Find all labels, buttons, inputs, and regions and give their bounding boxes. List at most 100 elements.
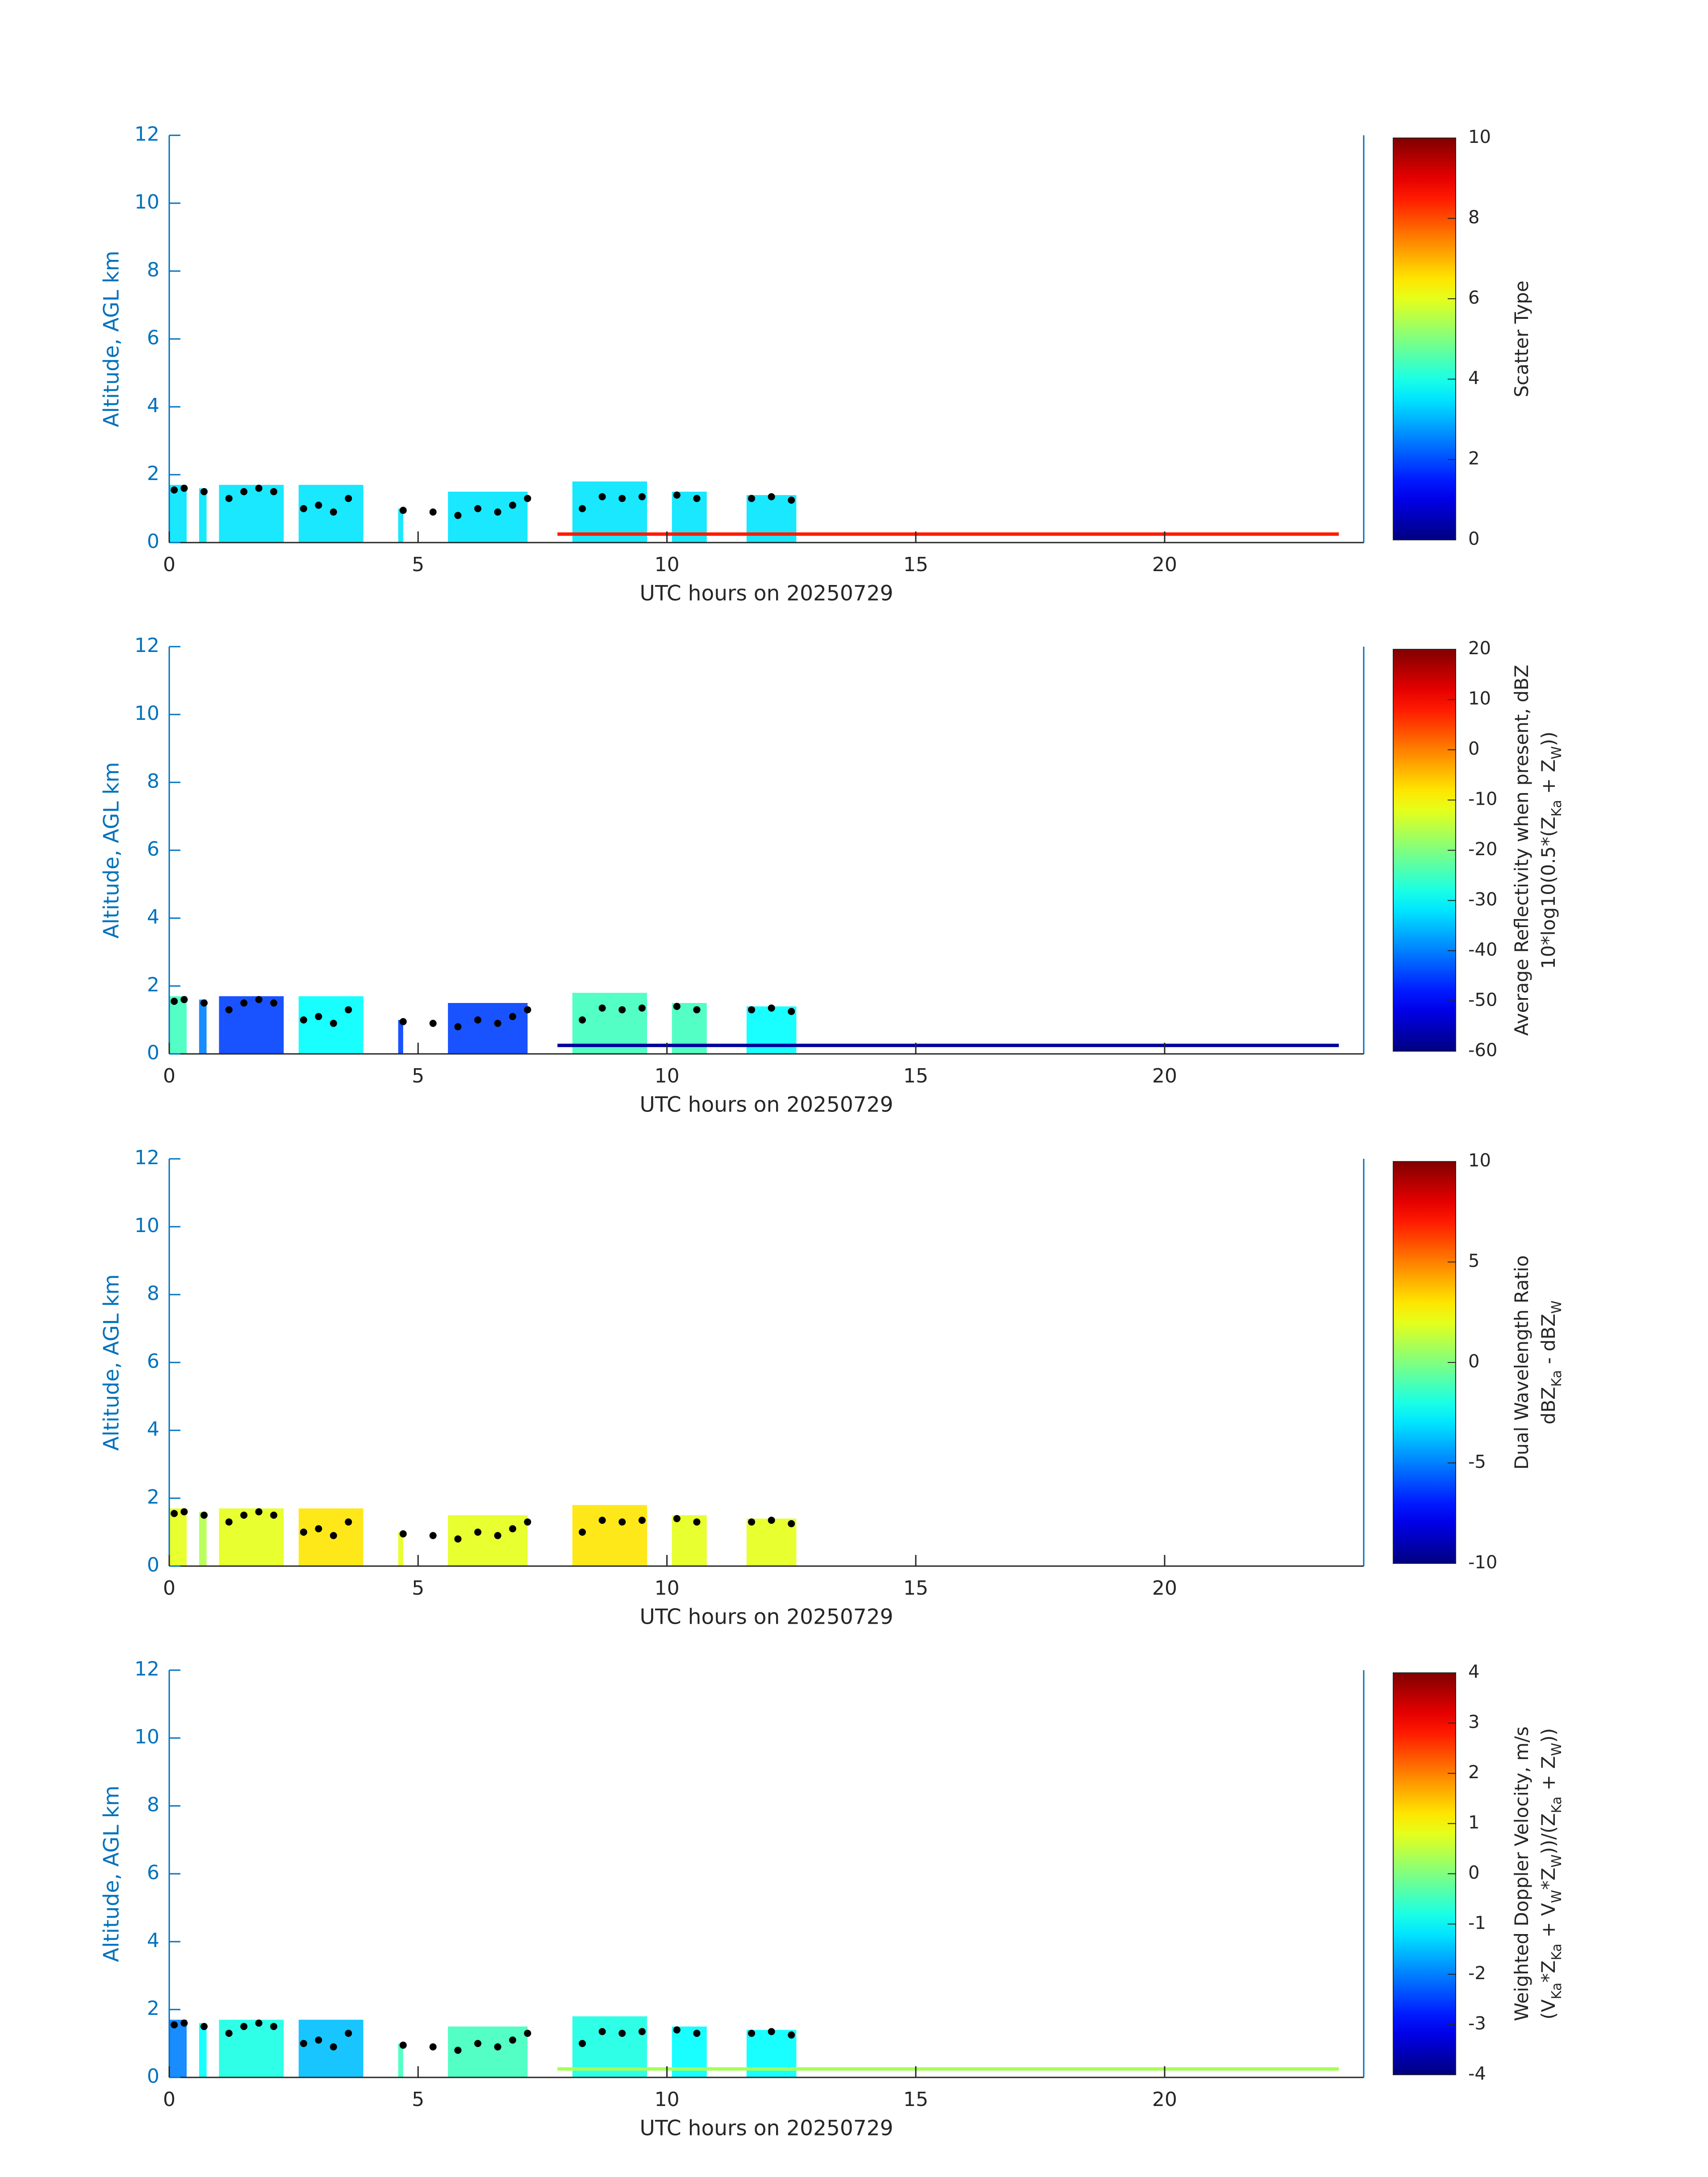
echo-column bbox=[199, 488, 207, 543]
colorbar bbox=[1393, 1672, 1456, 2075]
x-tick-label: 20 bbox=[1152, 2088, 1177, 2111]
cloud-top-point bbox=[618, 1006, 626, 1014]
label-segment: dBZ bbox=[1537, 1387, 1559, 1425]
echo-column bbox=[169, 485, 187, 543]
cloud-top-point bbox=[171, 486, 178, 494]
y-tick-label: 8 bbox=[147, 259, 159, 281]
cloud-top-point bbox=[509, 2036, 517, 2044]
x-axis-label: UTC hours on 20250729 bbox=[640, 2116, 894, 2141]
cloud-top-point bbox=[454, 512, 462, 519]
x-tick-label: 10 bbox=[655, 1065, 680, 1087]
y-tick-label: 8 bbox=[147, 1282, 159, 1305]
y-tick-label: 2 bbox=[147, 1486, 159, 1508]
label-segment: *Z bbox=[1537, 1868, 1559, 1890]
cloud-top-point bbox=[240, 1512, 248, 1519]
label-segment: Average Reflectivity when present, dBZ bbox=[1511, 664, 1533, 1036]
cloud-top-point bbox=[618, 1518, 626, 1526]
x-tick-label: 10 bbox=[655, 553, 680, 576]
x-tick-label: 0 bbox=[163, 553, 175, 576]
colorbar-tick-label: 4 bbox=[1468, 368, 1479, 389]
cloud-top-point bbox=[315, 2036, 322, 2044]
colorbar-tick-label: 10 bbox=[1468, 1150, 1491, 1171]
y-tick-label: 6 bbox=[147, 1350, 159, 1373]
cloud-top-point bbox=[509, 1525, 517, 1533]
cloud-top-point bbox=[693, 495, 701, 502]
y-tick-label: 0 bbox=[147, 2065, 159, 2088]
cloud-top-point bbox=[180, 996, 188, 1003]
echo-column bbox=[572, 1505, 647, 1566]
y-axis-label: Altitude, AGL km bbox=[100, 762, 124, 938]
y-tick-label: 6 bbox=[147, 326, 159, 349]
colorbar-label: Average Reflectivity when present, dBZ bbox=[1511, 664, 1533, 1036]
cloud-top-point bbox=[399, 506, 407, 514]
cloud-top-point bbox=[225, 2030, 233, 2037]
y-tick-label: 12 bbox=[134, 634, 159, 657]
cloud-top-point bbox=[345, 1006, 352, 1014]
label-segment: )) bbox=[1537, 1728, 1559, 1743]
cloud-top-point bbox=[748, 1006, 756, 1014]
cloud-top-point bbox=[509, 501, 517, 509]
y-tick-label: 2 bbox=[147, 462, 159, 485]
echo-column bbox=[448, 492, 528, 543]
colorbar-tick-label: 6 bbox=[1468, 288, 1479, 308]
echo-column bbox=[398, 509, 403, 543]
cloud-top-point bbox=[345, 1518, 352, 1526]
surface-layer bbox=[557, 1044, 1339, 1047]
x-axis-label: UTC hours on 20250729 bbox=[640, 581, 894, 606]
cloud-top-point bbox=[509, 1013, 517, 1020]
label-segment: W bbox=[1549, 1890, 1565, 1903]
cloud-top-point bbox=[494, 1020, 501, 1027]
cloud-top-point bbox=[180, 2019, 188, 2027]
y-tick-label: 0 bbox=[147, 1041, 159, 1064]
echo-column bbox=[169, 1508, 187, 1566]
cloud-top-point bbox=[315, 1013, 322, 1020]
cloud-top-point bbox=[524, 1518, 531, 1526]
panel: 0 2 4 6 8 10 12 0 5 10 15 20 UTC hours on 20250729 Al… bbox=[100, 634, 1565, 1117]
y-tick-label: 4 bbox=[147, 1929, 159, 1952]
echo-column bbox=[672, 1515, 707, 1566]
cloud-top-point bbox=[788, 1520, 795, 1527]
echo-column bbox=[169, 996, 187, 1054]
label-segment: - dBZ bbox=[1537, 1314, 1559, 1370]
x-tick-label: 10 bbox=[655, 2088, 680, 2111]
surface-layer bbox=[557, 532, 1339, 536]
x-axis-label: UTC hours on 20250729 bbox=[640, 1093, 894, 1117]
echo-column bbox=[199, 999, 207, 1054]
cloud-top-point bbox=[474, 505, 482, 512]
label-segment: Ka bbox=[1549, 1943, 1565, 1960]
cloud-top-point bbox=[618, 2030, 626, 2037]
cloud-top-point bbox=[638, 493, 646, 501]
colorbar-tick-label: -40 bbox=[1468, 940, 1497, 960]
cloud-top-point bbox=[598, 493, 606, 501]
label-segment: Ka bbox=[1549, 1983, 1565, 2000]
cloud-top-point bbox=[524, 2030, 531, 2037]
cloud-top-point bbox=[748, 2030, 756, 2037]
echo-column bbox=[199, 2023, 207, 2077]
colorbar-label: (VKa*ZKa + VW*ZW))/(ZKa + ZW)) bbox=[1537, 1728, 1565, 2019]
cloud-top-point bbox=[524, 495, 531, 502]
colorbar-label: dBZKa - dBZW bbox=[1537, 1300, 1565, 1425]
panel: 0 2 4 6 8 10 12 0 5 10 15 20 UTC hours on 20250729 Al… bbox=[100, 1146, 1565, 1630]
cloud-top-point bbox=[270, 1512, 278, 1519]
colorbar-tick-label: 10 bbox=[1468, 689, 1491, 709]
x-tick-label: 0 bbox=[163, 2088, 175, 2111]
y-tick-label: 10 bbox=[134, 1214, 159, 1237]
surface-layer bbox=[557, 2067, 1339, 2071]
x-tick-label: 20 bbox=[1152, 553, 1177, 576]
label-segment: W bbox=[1549, 1855, 1565, 1868]
cloud-top-point bbox=[494, 1532, 501, 1539]
cloud-top-point bbox=[598, 2028, 606, 2035]
cloud-top-point bbox=[330, 508, 337, 516]
y-tick-label: 6 bbox=[147, 838, 159, 861]
cloud-top-point bbox=[240, 488, 248, 495]
cloud-top-point bbox=[200, 488, 208, 495]
cloud-top-point bbox=[474, 1016, 482, 1024]
cloud-top-point bbox=[579, 2040, 586, 2047]
colorbar-tick-label: -2 bbox=[1468, 1963, 1486, 1984]
colorbar-tick-label: 2 bbox=[1468, 1762, 1479, 1783]
cloud-top-point bbox=[673, 491, 681, 499]
cloud-top-point bbox=[255, 996, 263, 1003]
cloud-top-point bbox=[240, 2023, 248, 2030]
cloud-top-point bbox=[330, 1532, 337, 1539]
cloud-top-point bbox=[300, 2040, 307, 2047]
